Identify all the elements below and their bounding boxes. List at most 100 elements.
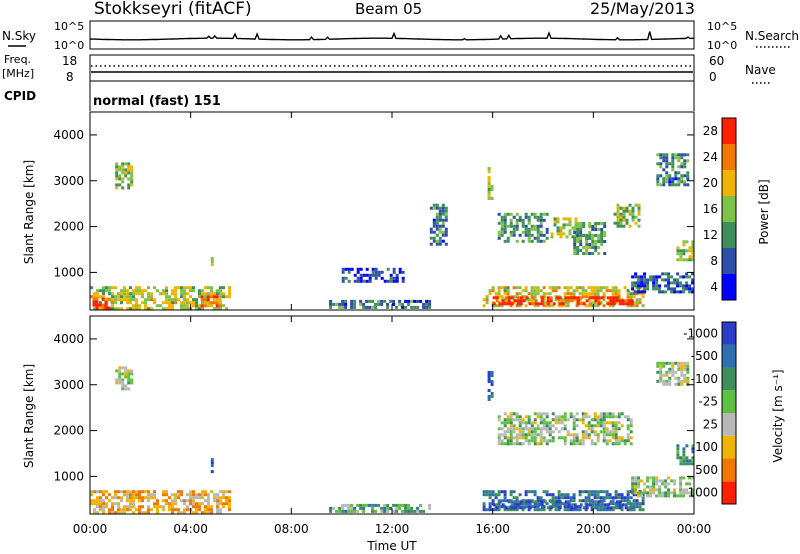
heatmap-cell xyxy=(572,418,576,422)
heatmap-cell xyxy=(643,287,647,291)
heatmap-cell xyxy=(444,215,448,219)
heatmap-cell xyxy=(682,258,686,262)
heatmap-cell xyxy=(608,304,612,308)
heatmap-cell xyxy=(341,302,345,306)
heatmap-cell xyxy=(210,289,213,293)
heatmap-cell xyxy=(631,209,635,213)
heatmap-cell xyxy=(344,299,348,303)
heatmap-cell xyxy=(114,493,117,497)
heatmap-cell xyxy=(111,295,114,299)
heatmap-cell xyxy=(674,370,678,374)
heatmap-cell xyxy=(500,421,504,425)
heatmap-cell xyxy=(198,496,201,500)
noise-tick-bottom: 10^0 xyxy=(54,39,84,52)
heatmap-cell xyxy=(557,496,561,500)
heatmap-cell xyxy=(548,508,552,512)
heatmap-cell xyxy=(371,506,375,510)
heatmap-cell xyxy=(503,412,507,416)
heatmap-cell xyxy=(204,493,207,497)
heatmap-cell xyxy=(488,493,492,497)
heatmap-cell xyxy=(105,496,108,500)
heatmap-cell xyxy=(568,232,572,236)
heatmap-cell xyxy=(383,503,387,507)
heatmap-cell xyxy=(617,436,621,440)
heatmap-cell xyxy=(209,301,213,305)
heatmap-cell xyxy=(548,424,552,428)
heatmap-cell xyxy=(177,511,180,515)
heatmap-cell xyxy=(667,284,671,288)
colorbar-tick-label: 28 xyxy=(703,124,718,138)
heatmap-cell xyxy=(503,508,507,512)
heatmap-cell xyxy=(507,506,511,510)
heatmap-cell xyxy=(524,224,528,228)
heatmap-cell xyxy=(576,296,580,300)
heatmap-cell xyxy=(557,430,561,434)
heatmap-cell xyxy=(216,511,219,515)
heatmap-cell xyxy=(603,503,607,507)
heatmap-cell xyxy=(528,500,532,504)
heatmap-cell xyxy=(490,383,494,386)
heatmap-cell xyxy=(335,302,339,306)
y-tick-label: 2000 xyxy=(53,220,84,234)
heatmap-cell xyxy=(682,284,686,288)
heatmap-cell xyxy=(521,418,525,422)
heatmap-cell xyxy=(624,299,628,303)
heatmap-cell xyxy=(614,436,618,440)
heatmap-cell xyxy=(108,493,111,497)
heatmap-cell xyxy=(602,418,606,422)
heatmap-cell xyxy=(210,263,214,267)
heatmap-cell xyxy=(121,384,125,388)
heatmap-cell xyxy=(114,511,117,515)
heatmap-cell xyxy=(492,296,496,300)
heatmap-cell xyxy=(386,305,390,309)
heatmap-cell xyxy=(90,490,93,494)
heatmap-cell xyxy=(661,272,665,276)
heatmap-cell xyxy=(584,424,588,428)
heatmap-cell xyxy=(631,476,635,480)
heatmap-cell xyxy=(183,286,186,290)
heatmap-cell xyxy=(677,180,681,184)
heatmap-cell xyxy=(99,307,102,311)
heatmap-cell xyxy=(380,509,384,513)
heatmap-cell xyxy=(597,246,601,249)
heatmap-cell xyxy=(186,286,189,290)
heatmap-cell xyxy=(168,295,171,299)
heatmap-cell xyxy=(614,415,618,419)
heatmap-cell xyxy=(174,295,177,299)
heatmap-cell xyxy=(634,221,638,225)
heatmap-cell xyxy=(168,505,171,509)
heatmap-cell xyxy=(539,496,543,500)
heatmap-cell xyxy=(341,270,345,274)
heatmap-cell xyxy=(619,224,623,228)
heatmap-cell xyxy=(129,490,132,494)
heatmap-cell xyxy=(518,304,522,308)
heatmap-cell xyxy=(551,493,555,497)
heatmap-cell xyxy=(671,364,675,368)
heatmap-cell xyxy=(542,412,546,416)
heatmap-cell xyxy=(549,296,553,300)
heatmap-cell xyxy=(441,218,445,222)
heatmap-cell xyxy=(581,295,585,299)
heatmap-cell xyxy=(102,499,105,503)
heatmap-cell xyxy=(512,224,516,228)
y-tick-label: 4000 xyxy=(53,332,84,346)
heatmap-cell xyxy=(507,299,511,303)
heatmap-cell xyxy=(432,218,436,222)
heatmap-cell xyxy=(441,221,445,225)
heatmap-cell xyxy=(691,255,695,259)
heatmap-cell xyxy=(117,511,120,515)
heatmap-cell xyxy=(347,270,351,274)
heatmap-cell xyxy=(597,234,601,237)
heatmap-cell xyxy=(542,301,546,305)
heatmap-cell xyxy=(584,490,588,494)
heatmap-cell xyxy=(590,508,594,512)
heatmap-cell xyxy=(108,499,111,503)
heatmap-cell xyxy=(624,503,628,507)
heatmap-cell xyxy=(631,287,635,291)
heatmap-cell xyxy=(482,508,486,512)
heatmap-cell xyxy=(207,508,210,512)
heatmap-cell xyxy=(120,292,123,296)
heatmap-cell xyxy=(492,503,496,507)
heatmap-cell xyxy=(425,302,429,306)
